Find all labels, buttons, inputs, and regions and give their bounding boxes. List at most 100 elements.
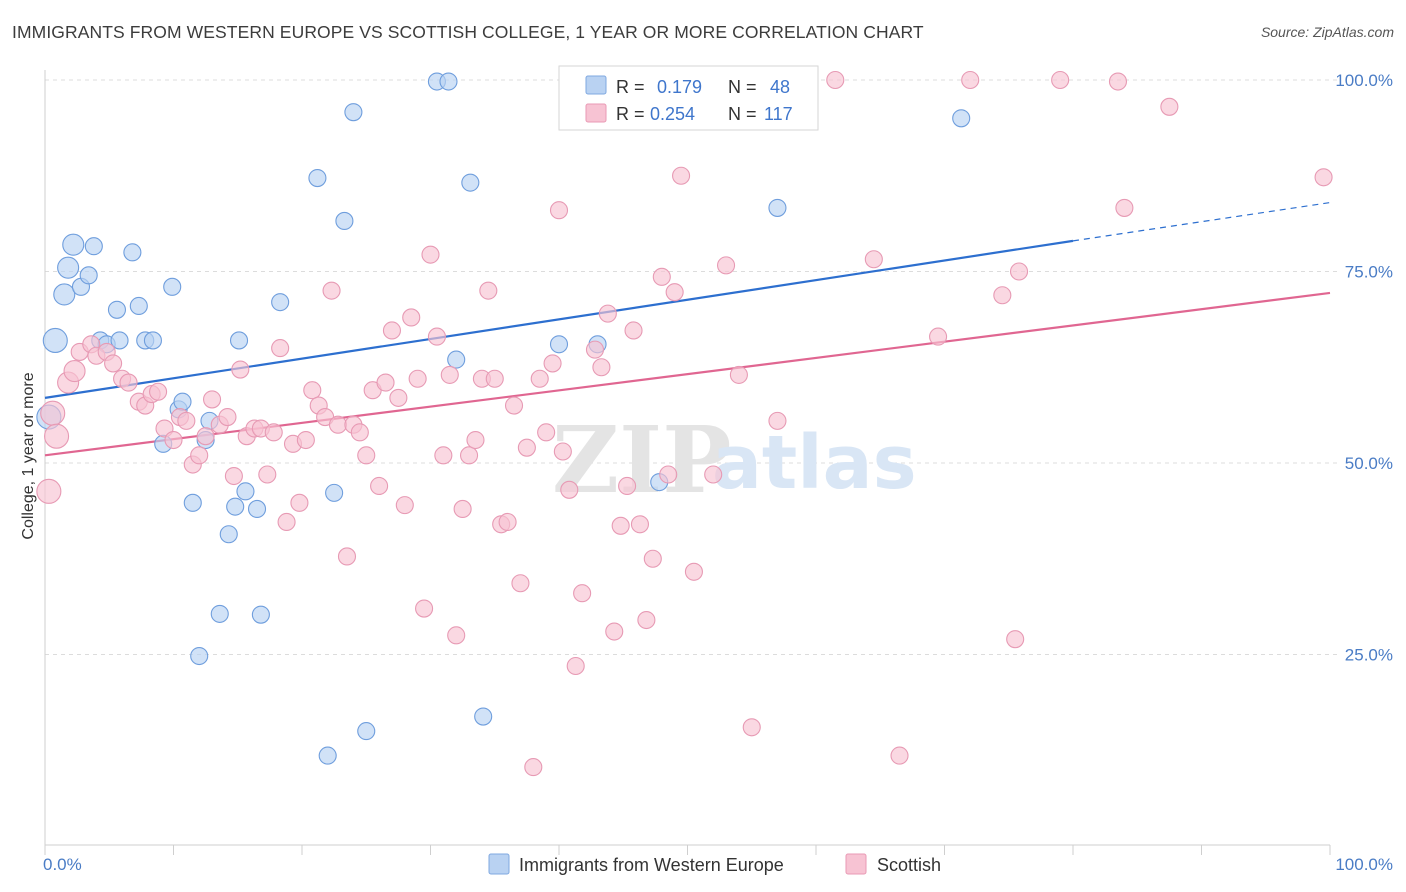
point-pink-22 xyxy=(196,427,215,446)
point-pink-26 xyxy=(224,466,243,486)
point-pink-72 xyxy=(524,758,543,777)
point-blue-6 xyxy=(79,266,98,285)
x-tick-label-0: 0.0% xyxy=(43,855,82,874)
point-blue-42 xyxy=(474,707,493,726)
point-pink-55 xyxy=(415,599,434,618)
point-pink-84 xyxy=(598,304,617,323)
point-pink-68 xyxy=(498,512,517,532)
point-pink-96 xyxy=(684,562,703,581)
legend-r-value-pink: 0.254 xyxy=(650,104,695,124)
point-pink-75 xyxy=(543,354,562,373)
legend-n-label-pink: N = xyxy=(728,104,757,124)
point-pink-15 xyxy=(149,382,168,401)
y-tick-label-75: 75.0% xyxy=(1345,263,1393,282)
point-pink-4 xyxy=(63,360,86,383)
point-pink-108 xyxy=(961,70,980,90)
watermark-atlas: atlas xyxy=(712,420,917,506)
point-blue-10 xyxy=(107,300,127,319)
point-pink-106 xyxy=(890,746,909,765)
point-pink-69 xyxy=(504,396,524,415)
point-pink-71 xyxy=(517,438,536,457)
point-pink-95 xyxy=(672,166,691,185)
point-pink-38 xyxy=(303,381,322,400)
point-blue-28 xyxy=(236,482,255,501)
point-pink-63 xyxy=(466,430,485,450)
point-pink-48 xyxy=(370,476,389,496)
point-blue-25 xyxy=(219,525,238,544)
point-pink-101 xyxy=(742,718,761,737)
point-pink-0 xyxy=(36,478,62,504)
point-pink-116 xyxy=(1314,168,1333,187)
point-pink-78 xyxy=(560,480,579,499)
point-pink-112 xyxy=(1051,70,1070,90)
point-pink-115 xyxy=(1160,97,1179,116)
watermark-zip: ZIP xyxy=(552,406,731,514)
trend-line-blue-extension xyxy=(1072,201,1331,242)
legend-n-value-pink: 117 xyxy=(764,104,793,124)
point-pink-11 xyxy=(119,373,138,392)
chart-source: Source: ZipAtlas.com xyxy=(1260,24,1394,40)
point-pink-34 xyxy=(277,512,296,532)
point-pink-57 xyxy=(427,327,446,346)
point-pink-27 xyxy=(231,360,250,379)
y-tick-label-100: 100.0% xyxy=(1335,71,1393,90)
point-pink-45 xyxy=(350,423,369,442)
point-pink-74 xyxy=(537,423,556,442)
point-blue-31 xyxy=(271,293,290,312)
chart-title: IMMIGRANTS FROM WESTERN EUROPE VS SCOTTI… xyxy=(12,22,924,42)
point-pink-104 xyxy=(826,70,845,90)
point-pink-66 xyxy=(485,369,504,388)
point-pink-58 xyxy=(434,446,453,465)
point-pink-17 xyxy=(164,430,183,450)
point-pink-109 xyxy=(993,286,1012,305)
point-blue-12 xyxy=(123,243,142,262)
point-blue-29 xyxy=(247,499,267,519)
point-pink-62 xyxy=(459,446,479,465)
tick-label-layer: 25.0% 50.0% 75.0% 100.0% 0.0% 100.0% xyxy=(43,71,1393,874)
point-pink-114 xyxy=(1115,198,1134,217)
point-pink-9 xyxy=(104,354,123,373)
point-blue-34 xyxy=(325,483,344,502)
legend-n-label-blue: N = xyxy=(728,77,757,97)
point-pink-99 xyxy=(716,256,736,275)
point-blue-27 xyxy=(229,331,249,350)
point-pink-111 xyxy=(1009,262,1029,281)
point-pink-100 xyxy=(729,365,748,384)
point-pink-77 xyxy=(553,442,572,461)
point-pink-41 xyxy=(322,281,341,300)
bottom-legend-label-pink: Scottish xyxy=(877,855,941,875)
point-pink-54 xyxy=(408,369,427,388)
point-pink-42 xyxy=(328,415,348,434)
point-pink-70 xyxy=(511,574,530,593)
point-blue-15 xyxy=(143,331,162,350)
point-pink-33 xyxy=(271,339,290,358)
point-pink-86 xyxy=(611,516,630,535)
point-pink-25 xyxy=(218,407,237,427)
point-pink-31 xyxy=(258,465,277,484)
point-blue-3 xyxy=(57,256,80,279)
point-blue-43 xyxy=(549,335,569,354)
point-pink-61 xyxy=(453,499,472,519)
point-pink-105 xyxy=(864,250,883,269)
point-blue-19 xyxy=(173,392,192,411)
point-blue-40 xyxy=(447,350,466,369)
bottom-legend-swatch-blue xyxy=(488,853,510,875)
point-blue-36 xyxy=(344,103,363,122)
point-blue-39 xyxy=(439,72,458,91)
bottom-legend-swatch-pink xyxy=(845,853,867,875)
legend-swatch-blue xyxy=(585,75,607,95)
point-pink-113 xyxy=(1108,72,1128,91)
point-pink-83 xyxy=(592,358,611,377)
point-pink-76 xyxy=(549,201,569,220)
point-blue-41 xyxy=(461,173,480,192)
point-pink-65 xyxy=(479,281,498,300)
point-pink-32 xyxy=(264,423,283,442)
axis-layer xyxy=(44,70,1331,855)
point-pink-53 xyxy=(402,308,421,327)
point-pink-52 xyxy=(395,496,414,515)
point-pink-1 xyxy=(40,400,66,426)
legend-r-label-pink: R = xyxy=(616,104,645,124)
point-pink-23 xyxy=(203,390,222,409)
bottom-legend-label-blue: Immigrants from Western Europe xyxy=(519,855,784,875)
point-pink-37 xyxy=(296,430,315,450)
